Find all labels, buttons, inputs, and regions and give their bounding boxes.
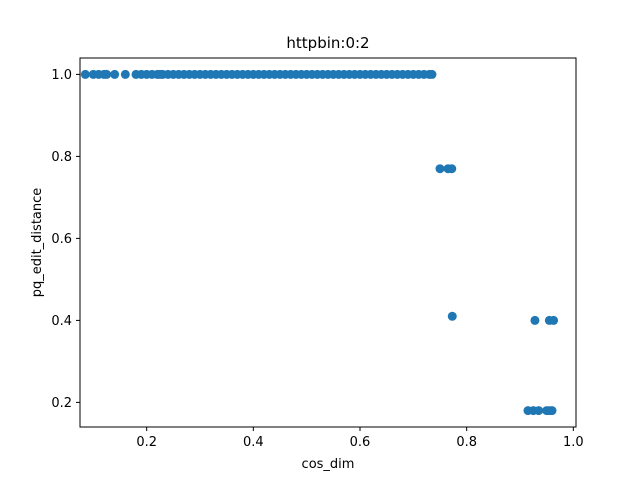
data-point [110,69,120,79]
data-point [534,406,544,416]
x-tick-label: 0.8 [456,435,477,450]
data-point [547,406,557,416]
y-axis: 0.2 0.4 0.6 0.8 1.0 [51,68,80,411]
y-tick-label: 0.8 [51,150,72,165]
data-point [80,69,90,79]
data-point [447,311,457,321]
data-point [447,164,457,174]
y-axis-label: pq_edit_distance [30,188,45,298]
x-axis: 0.2 0.4 0.6 0.8 1.0 [136,427,584,450]
x-axis-label: cos_dim [302,457,355,472]
data-point [120,69,130,79]
x-tick-label: 0.4 [243,435,264,450]
plot-frame [79,57,577,428]
data-point [102,69,112,79]
y-tick-label: 0.4 [51,314,72,329]
y-tick-label: 0.6 [51,232,72,247]
data-points [80,69,559,416]
x-tick-label: 0.2 [136,435,157,450]
x-tick-label: 1.0 [563,435,584,450]
data-point [427,69,437,79]
data-point [549,315,559,325]
data-point [530,315,540,325]
chart-title: httpbin:0:2 [286,34,369,52]
y-tick-label: 0.2 [51,396,72,411]
y-tick-label: 1.0 [51,68,72,83]
x-tick-label: 0.6 [350,435,371,450]
data-point [435,164,445,174]
